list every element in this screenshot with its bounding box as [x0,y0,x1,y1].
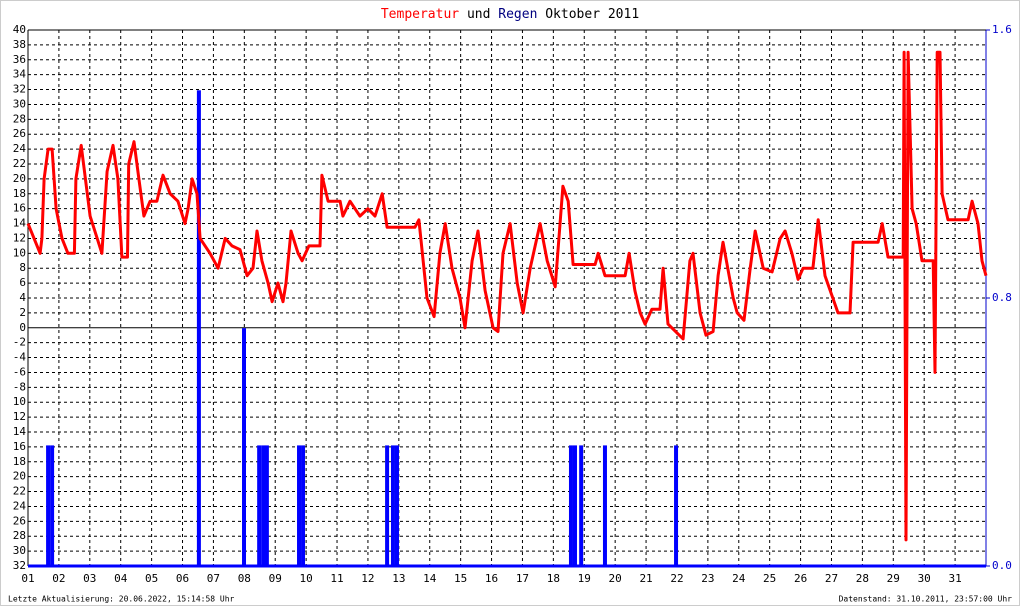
y-tick-label: 2 [19,306,26,319]
x-tick-label: 08 [238,572,251,585]
rain-bar [50,445,55,566]
footer-right: Datenstand: 31.10.2011, 23:57:00 Uhr [839,595,1013,604]
y-tick-label: 36 [13,53,26,66]
x-tick-label: 13 [392,572,405,585]
rain-bar [579,445,584,566]
y-tick-label: 20 [13,470,26,483]
y-tick-label: 22 [13,157,26,170]
y-tick-label: 18 [13,187,26,200]
y-tick-label: 30 [13,544,26,557]
y-tick-label: 16 [13,202,26,215]
y-tick-label: 34 [13,68,27,81]
y-tick-label: 38 [13,38,26,51]
title-period: Oktober 2011 [545,7,639,22]
x-tick-label: 16 [485,572,498,585]
y-tick-label: 30 [13,97,26,110]
y-tick-label: 16 [13,440,26,453]
x-tick-label: 24 [732,572,746,585]
rain-bar [301,445,306,566]
footer-left: Letzte Aktualisierung: 20.06.2022, 15:14… [8,595,235,604]
y-tick-label: 8 [19,261,26,274]
rain-bar [297,445,302,566]
x-tick-label: 27 [825,572,838,585]
y-tick-label: 4 [19,291,26,304]
x-tick-label: 28 [856,572,869,585]
y-tick-label: 24 [13,499,27,512]
title-connector: und [467,7,490,22]
x-tick-label: 11 [330,572,343,585]
y-tick-label: 12 [13,231,26,244]
y-tick-label: 32 [13,83,26,96]
y-tick-label: -6 [13,365,26,378]
rain-bar [264,445,269,566]
x-tick-label: 22 [670,572,683,585]
rain-bar [572,445,577,566]
x-tick-label: 31 [948,572,961,585]
x-tick-label: 09 [269,572,282,585]
x-tick-label: 29 [887,572,900,585]
y-tick-label: 22 [13,485,26,498]
rain-bar [394,445,399,566]
y-tick-label: 26 [13,514,26,527]
y2-tick-label: 0.8 [992,291,1012,304]
rain-bar [196,90,201,567]
y-tick-label: 32 [13,559,26,572]
x-tick-label: 06 [176,572,189,585]
y-tick-label: 18 [13,455,26,468]
x-tick-label: 23 [701,572,714,585]
y-tick-label: 28 [13,529,26,542]
y2-tick-label: 1.6 [992,23,1012,36]
rain-bar [602,445,607,566]
x-tick-label: 25 [763,572,776,585]
x-tick-label: 03 [83,572,96,585]
rain-bar [674,445,679,566]
y-tick-label: 26 [13,127,26,140]
y-tick-label: -4 [13,351,27,364]
rain-bar [46,445,51,566]
y-tick-label: 0 [19,321,26,334]
rain-bar [242,328,247,566]
y-tick-label: 14 [13,425,27,438]
x-tick-label: 14 [423,572,437,585]
y-tick-label: 14 [13,217,27,230]
chart-title: Temperatur und Regen Oktober 2011 [381,7,639,22]
x-tick-label: 05 [145,572,158,585]
x-tick-label: 20 [609,572,622,585]
y-tick-label: -8 [13,380,26,393]
x-tick-label: 21 [639,572,652,585]
y-tick-label: 10 [13,246,26,259]
y-tick-label: -2 [13,336,26,349]
y-tick-label: 12 [13,410,26,423]
x-tick-label: 19 [578,572,591,585]
rain-bar [385,445,390,566]
x-tick-label: 17 [516,572,529,585]
x-tick-label: 07 [207,572,220,585]
y-tick-label: 6 [19,276,26,289]
title-rain: Regen [498,7,537,22]
x-tick-label: 30 [918,572,931,585]
y-tick-label: 24 [13,142,27,155]
rain-bar [257,445,262,566]
y-tick-label: 40 [13,23,26,36]
y-tick-label: 10 [13,395,26,408]
x-tick-label: 12 [361,572,374,585]
y-tick-label: 28 [13,112,26,125]
x-tick-label: 04 [114,572,128,585]
rain-bar [261,445,266,566]
temperature-line [26,50,988,542]
rain-bar [568,445,573,566]
x-tick-label: 10 [300,572,313,585]
y-tick-label: 20 [13,172,26,185]
x-tick-label: 15 [454,572,467,585]
x-tick-label: 26 [794,572,807,585]
x-tick-label: 02 [52,572,65,585]
y2-tick-label: 0.0 [992,559,1012,572]
rain-bar [390,445,395,566]
x-tick-label: 18 [547,572,560,585]
title-temp: Temperatur [381,7,459,22]
x-tick-label: 01 [21,572,34,585]
